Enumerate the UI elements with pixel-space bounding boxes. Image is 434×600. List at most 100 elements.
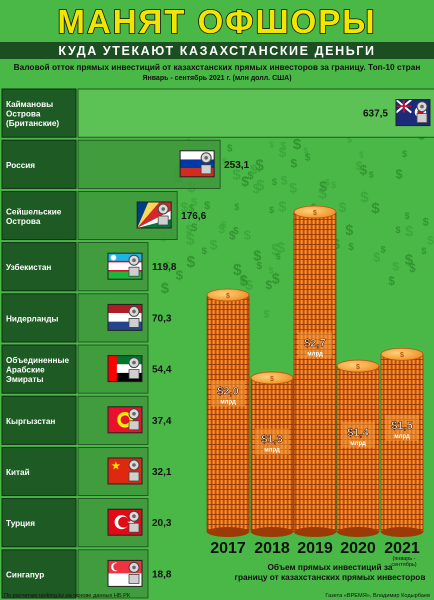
dollar-sign-decoration: $ <box>255 157 264 174</box>
coin-dollar-icon: $ <box>226 293 230 300</box>
dollar-sign-decoration: $ <box>293 136 302 153</box>
country-label: Узбекистан <box>6 262 51 272</box>
coin-chart-caption-line2: границу от казахстанских прямых инвестор… <box>235 572 426 582</box>
dollar-sign-decoration: $ <box>161 281 170 297</box>
country-row: Турция ★ 20,3 <box>1 498 172 548</box>
dollar-sign-decoration: $ <box>271 242 280 259</box>
coin-label-bg <box>341 421 375 448</box>
value-label: 70,3 <box>152 313 172 324</box>
header-band <box>0 0 434 44</box>
safe-keypad-icon <box>128 574 140 584</box>
dollar-sign-decoration: $ <box>360 162 368 177</box>
year-note-label: сентябрь) <box>391 562 416 568</box>
chart-title: Валовой отток прямых инвестиций от казах… <box>14 62 421 72</box>
coin-unit-label: млрд <box>350 441 366 447</box>
country-label-cell <box>1 549 77 599</box>
dollar-sign-decoration: $ <box>269 140 274 150</box>
dollar-sign-decoration: $ <box>396 225 401 235</box>
dollar-sign-decoration: $ <box>218 222 225 236</box>
dollar-sign-decoration: $ <box>388 274 395 288</box>
dollar-sign-decoration: $ <box>222 157 227 167</box>
dollar-sign-decoration: $ <box>256 177 265 194</box>
dollar-sign-decoration: $ <box>331 180 336 190</box>
year-label: 2021 <box>384 540 420 557</box>
coin-label-bg <box>211 380 245 407</box>
dollar-sign-decoration: $ <box>325 177 330 187</box>
coin-stack: $ $1,4 млрд 2020 <box>336 359 380 557</box>
china-flag: ★ <box>107 457 143 485</box>
dollar-sign-decoration: $ <box>187 254 196 271</box>
value-label: 253,1 <box>224 160 249 171</box>
dollar-sign-decoration: $ <box>265 278 272 292</box>
coin-stack-base <box>381 527 423 537</box>
coin-top <box>380 347 424 361</box>
coin-value-label: $2,0 <box>217 386 238 398</box>
dollar-sign-decoration: $ <box>303 145 308 155</box>
dollar-sign-decoration: $ <box>202 246 208 257</box>
coin-stack-base <box>207 527 249 537</box>
country-row: Нидерланды 70,3 <box>1 293 172 343</box>
dollar-sign-decoration: $ <box>405 251 414 268</box>
country-label: Кыргызстан <box>6 417 55 426</box>
dollar-sign-decoration: $ <box>289 179 297 195</box>
country-label-cell <box>1 190 77 241</box>
coin-chart-caption-line1: Объем прямых инвестиций за <box>267 562 392 572</box>
country-row: Кыргызстан 37,4 <box>1 395 172 445</box>
country-label: (Британские) <box>6 119 59 128</box>
chart-period: Январь - сентябрь 2021 г. (млн долл. США… <box>142 74 291 82</box>
coin-value-label: $1,4 <box>347 427 369 439</box>
year-label: 2017 <box>210 540 246 557</box>
dollar-sign-decoration: $ <box>319 180 327 196</box>
coin-stack-base <box>251 527 293 537</box>
dollar-sign-decoration: $ <box>233 262 242 279</box>
safe-keypad-icon <box>157 215 169 226</box>
coin-dollar-icon: $ <box>313 210 317 217</box>
coin-dollar-icon: $ <box>356 364 360 371</box>
value-label: 32,1 <box>152 467 172 478</box>
dollar-sign-decoration: $ <box>234 202 239 212</box>
country-label-cell <box>1 293 77 343</box>
year-label: 2020 <box>340 540 376 557</box>
dollar-sign-decoration: $ <box>191 222 198 234</box>
page-subtitle: КУДА УТЕКАЮТ КАЗАХСТАНСКИЕ ДЕНЬГИ <box>58 44 375 58</box>
dollar-sign-decoration: $ <box>181 200 189 215</box>
value-label: 18,8 <box>152 569 172 580</box>
country-label: Эмираты <box>6 375 43 384</box>
subtitle-band <box>0 42 434 59</box>
dollar-sign-decoration: $ <box>339 200 347 215</box>
safe-keypad-icon <box>128 522 140 533</box>
dollar-sign-decoration: $ <box>423 216 430 228</box>
country-label-cell <box>1 344 77 394</box>
dollar-sign-decoration: $ <box>305 153 311 164</box>
coin-label-bg <box>298 332 332 359</box>
dollar-sign-decoration: $ <box>253 182 260 196</box>
country-label-cell <box>1 498 77 548</box>
dollar-sign-decoration: $ <box>240 273 247 285</box>
coin-unit-label: млрд <box>307 351 323 357</box>
dollar-sign-decoration: $ <box>345 223 353 239</box>
country-row: Россия 253,1 <box>1 139 250 189</box>
coin-dollar-icon: $ <box>400 352 404 359</box>
dollar-sign-decoration: $ <box>348 242 354 253</box>
country-label: Китай <box>6 468 30 477</box>
dollar-sign-decoration: $ <box>392 260 399 274</box>
country-label-cell <box>1 446 77 497</box>
footer-source: По расчетам ranking.kz на основе данных … <box>4 593 131 599</box>
coin-label-bg <box>255 428 289 455</box>
country-row: Узбекистан 119,8 <box>1 242 177 292</box>
country-label-cell <box>1 139 77 189</box>
country-label: Турция <box>6 519 35 528</box>
coin-top <box>250 371 294 385</box>
coin-value-label: $2,7 <box>304 337 325 349</box>
coin-stack-body <box>380 353 424 533</box>
dollar-sign-decoration: $ <box>347 134 352 144</box>
coin-stack: $ $2,7 млрд 2019 <box>293 205 337 557</box>
coin-top <box>206 288 250 302</box>
safe-keypad-icon <box>128 471 140 482</box>
country-label: Сейшельские <box>6 207 62 216</box>
dollar-sign-decoration: $ <box>245 277 253 293</box>
coin-stack: $ $1,5 млрд 2021 <box>380 347 424 557</box>
